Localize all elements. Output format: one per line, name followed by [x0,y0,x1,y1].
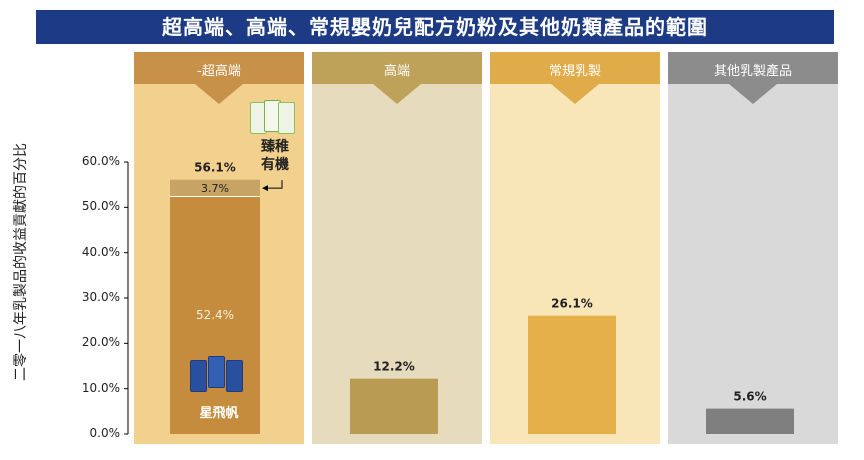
y-tick-label: 0.0% [89,426,121,440]
panel-header-label: 常規乳製 [548,64,601,79]
bar-super-premium-base [170,196,260,434]
callout-arrow-line [264,180,283,189]
bar-1 [350,378,438,434]
organic-product-label-line1: 臻稚 [261,139,289,155]
y-tick-label: 20.0% [81,335,120,350]
y-tick-label: 60.0% [81,154,120,168]
y-tick-label: 10.0% [81,380,120,395]
y-tick-label: 40.0% [81,244,120,259]
value-label: 5.6% [733,390,766,404]
panel-header-chevron [668,52,838,104]
panel-header-label: 其他乳製產品 [713,64,792,79]
panel-background [668,52,838,444]
flagship-product-label: 星飛帆 [199,406,239,421]
product-can-icon [226,360,243,392]
bar-3 [706,408,794,434]
organic-product-label-line2: 有機 [261,157,289,173]
organic-product-label: 臻稚 有機 [250,138,300,174]
segment-label-base: 52.4% [196,308,234,322]
y-tick-label: 50.0% [81,199,120,214]
bar-super-premium-organic [170,179,260,197]
callout-arrow-head [262,185,268,192]
bar-2 [528,315,616,434]
panel-background [312,52,482,444]
product-can-icon [208,356,225,388]
value-label: 56.1% [194,161,236,175]
panel-header-chevron [312,52,482,104]
y-tick-label: 30.0% [81,290,120,304]
panel-header-label: -超高端 [197,64,241,79]
organic-product-image [250,98,296,134]
panel-header-chevron [490,52,660,104]
flagship-product-image [190,356,248,394]
panel-header-chevron [134,52,304,104]
value-label: 26.1% [551,297,593,311]
product-can-icon [190,360,207,392]
value-label: 12.2% [373,360,415,374]
segment-label-organic: 3.7% [201,182,229,195]
panel-header-label: 高端 [383,64,410,79]
chart-title: 超高端、高端、常規嬰奶兒配方奶粉及其他奶類產品的範圍 [36,10,834,44]
product-can-icon [278,102,295,134]
